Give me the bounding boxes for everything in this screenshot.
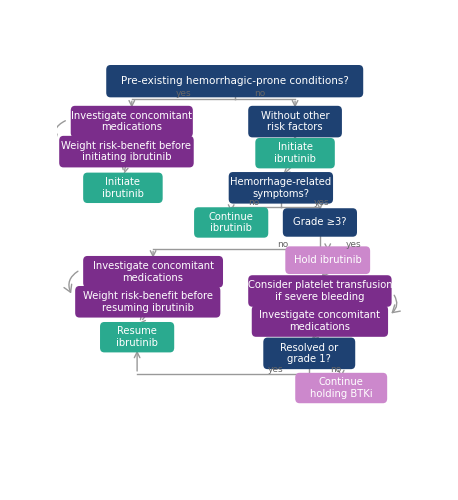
FancyBboxPatch shape xyxy=(75,286,220,318)
Text: Hold ibrutinib: Hold ibrutinib xyxy=(294,255,362,265)
FancyArrowPatch shape xyxy=(393,295,400,312)
Text: Initiate
ibrutinib: Initiate ibrutinib xyxy=(102,177,144,199)
Text: Grade ≥3?: Grade ≥3? xyxy=(293,218,347,228)
Text: yes: yes xyxy=(314,198,329,207)
FancyBboxPatch shape xyxy=(71,106,193,138)
Text: Without other
risk factors: Without other risk factors xyxy=(261,111,329,132)
Text: Pre-existing hemorrhagic-prone conditions?: Pre-existing hemorrhagic-prone condition… xyxy=(121,76,349,86)
Text: Resume
ibrutinib: Resume ibrutinib xyxy=(116,326,158,348)
Text: Hemorrhage-related
symptoms?: Hemorrhage-related symptoms? xyxy=(230,177,332,199)
FancyArrowPatch shape xyxy=(49,121,65,142)
FancyBboxPatch shape xyxy=(263,338,355,369)
FancyArrowPatch shape xyxy=(64,271,78,292)
Text: yes: yes xyxy=(175,90,191,98)
FancyBboxPatch shape xyxy=(295,373,387,403)
FancyBboxPatch shape xyxy=(100,322,174,352)
FancyBboxPatch shape xyxy=(252,305,388,337)
FancyBboxPatch shape xyxy=(83,256,223,288)
Text: Investigate concomitant
medications: Investigate concomitant medications xyxy=(71,111,192,132)
FancyBboxPatch shape xyxy=(194,208,268,238)
Text: no: no xyxy=(277,240,288,248)
FancyBboxPatch shape xyxy=(248,275,392,307)
FancyBboxPatch shape xyxy=(255,138,335,168)
Text: Initiate
ibrutinib: Initiate ibrutinib xyxy=(274,142,316,164)
Text: Weight risk-benefit before
initiating ibrutinib: Weight risk-benefit before initiating ib… xyxy=(61,141,191,163)
FancyBboxPatch shape xyxy=(83,172,163,203)
Text: yes: yes xyxy=(268,364,284,374)
Text: no: no xyxy=(330,364,342,374)
Text: yes: yes xyxy=(346,240,361,248)
FancyBboxPatch shape xyxy=(59,136,194,168)
Text: no: no xyxy=(249,198,260,207)
FancyBboxPatch shape xyxy=(248,106,342,138)
Text: Consider platelet transfusion
if severe bleeding: Consider platelet transfusion if severe … xyxy=(248,280,392,302)
Text: Continue
ibrutinib: Continue ibrutinib xyxy=(209,212,254,234)
Text: Resolved or
grade 1?: Resolved or grade 1? xyxy=(280,342,338,364)
FancyBboxPatch shape xyxy=(283,208,357,236)
Text: no: no xyxy=(254,90,265,98)
Text: Weight risk-benefit before
resuming ibrutinib: Weight risk-benefit before resuming ibru… xyxy=(83,291,213,312)
Text: Continue
holding BTKi: Continue holding BTKi xyxy=(310,377,372,399)
FancyBboxPatch shape xyxy=(229,172,333,204)
Text: Investigate concomitant
medications: Investigate concomitant medications xyxy=(93,261,213,282)
Text: Investigate concomitant
medications: Investigate concomitant medications xyxy=(259,310,381,332)
FancyBboxPatch shape xyxy=(106,65,363,98)
FancyBboxPatch shape xyxy=(285,246,370,274)
